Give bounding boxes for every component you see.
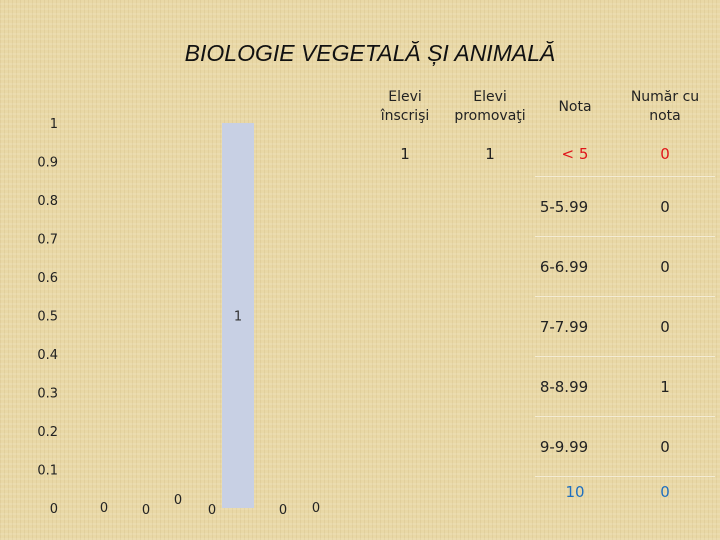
bar-value-label: 0 bbox=[208, 503, 216, 518]
header-promoted: Elevi promovaţi bbox=[454, 89, 526, 124]
table-row: 10 0 bbox=[365, 477, 715, 508]
enrolled-value: 1 bbox=[400, 145, 410, 164]
count-cell: 0 bbox=[615, 416, 715, 477]
table-header-row: Elevi înscrişi Elevi promovaţi Nota Numă… bbox=[365, 82, 715, 132]
count-cell: 0 bbox=[615, 236, 715, 297]
y-tick-label: 0.1 bbox=[37, 464, 58, 479]
count-cell: 1 bbox=[615, 356, 715, 417]
table-row: 5-5.99 0 bbox=[365, 176, 715, 237]
header-grade: Nota bbox=[558, 98, 592, 115]
y-tick-label: 0 bbox=[50, 502, 58, 517]
count-cell: 0 bbox=[615, 132, 715, 177]
y-tick-label: 0.5 bbox=[37, 310, 58, 325]
grade-cell: < 5 bbox=[535, 132, 615, 177]
y-tick-label: 0.8 bbox=[37, 194, 58, 209]
bar-value-label: 1 bbox=[234, 310, 242, 325]
header-enrolled: Elevi înscrişi bbox=[380, 89, 430, 124]
grade-cell: 8-8.99 bbox=[535, 356, 615, 417]
bar bbox=[222, 123, 254, 508]
y-tick-label: 0.9 bbox=[37, 156, 58, 171]
bar-value-label: 0 bbox=[312, 501, 320, 516]
table-row: 9-9.99 0 bbox=[365, 416, 715, 477]
bar-value-label: 0 bbox=[279, 503, 287, 518]
y-tick-label: 0.2 bbox=[37, 425, 58, 440]
grade-table: Elevi înscrişi Elevi promovaţi Nota Numă… bbox=[365, 82, 715, 507]
count-cell: 0 bbox=[615, 296, 715, 357]
grade-cell: 6-6.99 bbox=[535, 236, 615, 297]
y-tick-label: 0.6 bbox=[37, 271, 58, 286]
page-title: BIOLOGIE VEGETALĂ ȘI ANIMALĂ bbox=[184, 40, 556, 66]
bar-value-label: 0 bbox=[100, 501, 108, 516]
y-tick-label: 0.7 bbox=[37, 233, 58, 248]
table-row: 7-7.99 0 bbox=[365, 296, 715, 357]
promoted-value: 1 bbox=[485, 145, 495, 164]
count-cell: 0 bbox=[615, 176, 715, 237]
bar-value-label: 0 bbox=[174, 493, 182, 508]
grade-cell: 10 bbox=[565, 483, 585, 501]
count-cell: 0 bbox=[660, 483, 670, 501]
y-tick-label: 0.3 bbox=[37, 387, 58, 402]
table-row: 6-6.99 0 bbox=[365, 236, 715, 297]
table-row: 1 1 < 5 0 bbox=[365, 132, 715, 177]
y-tick-label: 1 bbox=[50, 117, 58, 132]
y-tick-label: 0.4 bbox=[37, 348, 58, 363]
grade-cell: 9-9.99 bbox=[535, 416, 615, 477]
bar-value-label: 0 bbox=[142, 503, 150, 518]
grade-cell: 5-5.99 bbox=[535, 176, 615, 237]
header-count: Număr cu nota bbox=[630, 89, 700, 124]
table-row: 8-8.99 1 bbox=[365, 356, 715, 417]
bar-chart: 0 0.1 0.2 0.3 0.4 0.5 0.6 0.7 0.8 0.9 1 0 0 0 0 1 0 0 bbox=[37, 117, 320, 518]
grade-cell: 7-7.99 bbox=[535, 296, 615, 357]
